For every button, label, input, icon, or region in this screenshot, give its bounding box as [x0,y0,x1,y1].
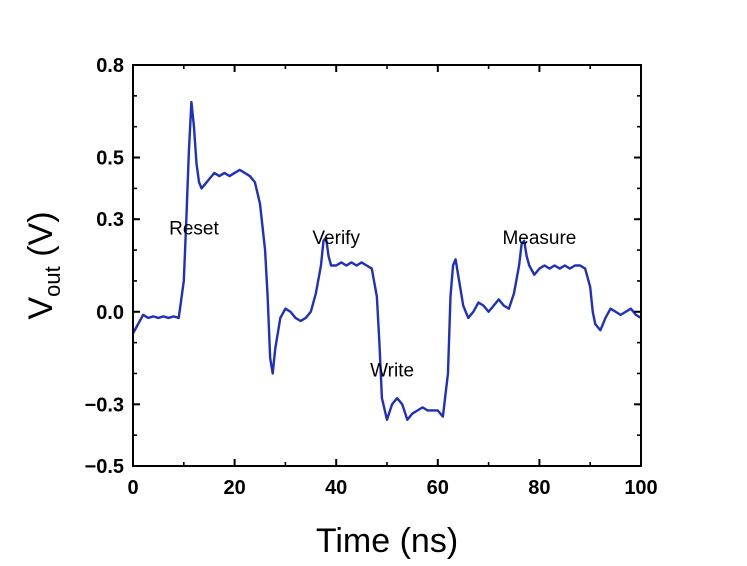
y-tick-label: 0.8 [96,55,124,77]
y-axis-title-main: V [22,297,60,320]
annotation-label: Verify [312,228,360,249]
series-line-0 [131,100,642,421]
y-axis-title-subscript: out [40,266,65,297]
annotation-label: Measure [502,228,576,249]
x-tick-label: 0 [127,477,138,499]
y-tick-label: 0.3 [96,209,124,231]
annotation-label: Reset [169,219,219,240]
y-tick-label: −0.5 [85,456,124,478]
axis-layer: 0 20 40 60 80 100 0.8 0.5 0.3 0.0 −0.3 −0.5 [85,55,658,499]
x-tick-label: 60 [427,477,449,499]
annotation-label: Write [370,361,414,382]
y-axis-title-unit: (V) [22,211,60,266]
y-tick-label: 0.0 [96,302,124,324]
x-tick-label: 20 [223,477,245,499]
y-tick-label: −0.3 [85,394,124,416]
x-axis-title: Time (ns) [316,522,458,560]
x-tick-label: 100 [624,477,657,499]
plot-layer: Reset Verify Write Measure [131,100,642,421]
y-axis-title: Vout (V) [22,211,65,319]
label-layer: Time (ns) Vout (V) [22,211,458,560]
x-tick-label: 40 [325,477,347,499]
y-tick-label: 0.5 [96,148,124,170]
x-tick-label: 80 [528,477,550,499]
